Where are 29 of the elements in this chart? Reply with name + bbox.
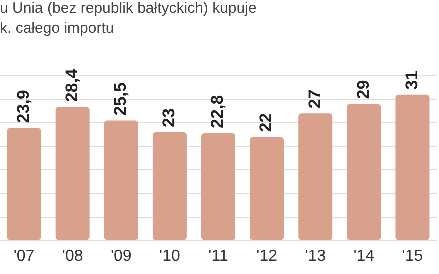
- data-label: 23,9: [14, 90, 33, 124]
- bar: [152, 132, 187, 240]
- data-label: 23: [160, 108, 179, 128]
- x-tick-label: '13: [305, 248, 326, 265]
- bar: [298, 114, 333, 240]
- data-label: 29: [354, 80, 373, 100]
- bar: [7, 128, 42, 240]
- bar: [250, 137, 284, 240]
- x-tick-label: '15: [402, 248, 424, 265]
- bar: [202, 133, 236, 240]
- x-tick-label: '11: [208, 248, 228, 265]
- x-tick-label: '12: [256, 248, 278, 265]
- x-tick-label: '07: [14, 248, 35, 265]
- data-label: 28,4: [62, 68, 82, 102]
- bar: [56, 107, 90, 240]
- data-label: 22,8: [208, 95, 228, 128]
- x-tick-label: '10: [160, 248, 180, 265]
- x-tick-label: '14: [354, 248, 375, 265]
- data-label: 25,5: [111, 82, 130, 116]
- chart-title: u Unia (bez republik bałtyckich) kupuje: [0, 0, 257, 18]
- x-tick-label: '08: [62, 248, 84, 265]
- data-label: 27: [305, 90, 324, 109]
- bar: [104, 120, 138, 240]
- chart-subtitle: k. całego importu: [0, 20, 114, 38]
- x-tick-label: '09: [110, 248, 132, 265]
- data-label: 31: [402, 70, 422, 90]
- data-label: 22: [256, 113, 276, 132]
- bar: [347, 104, 382, 240]
- bar: [396, 94, 430, 240]
